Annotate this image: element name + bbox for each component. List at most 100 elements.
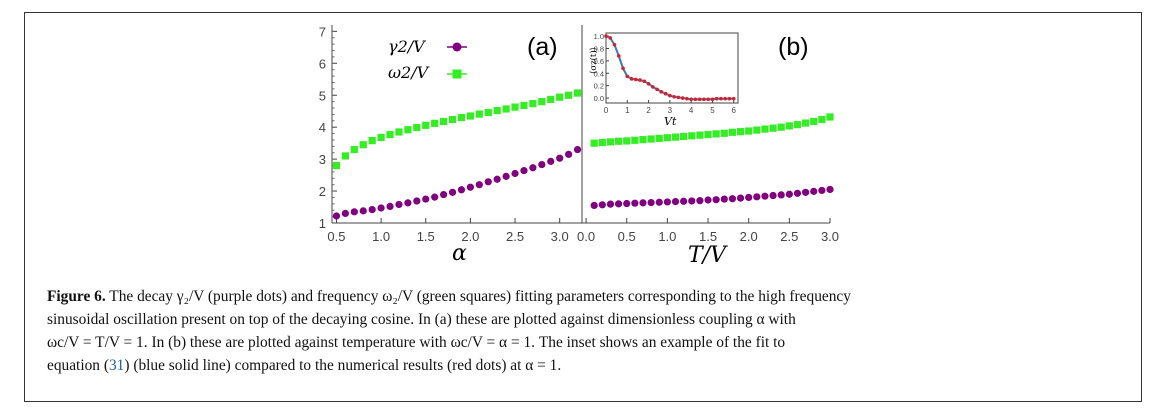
- gamma-data-point: [440, 190, 448, 199]
- y-tick-label: 6: [319, 56, 326, 71]
- gamma-data-point: [745, 193, 753, 202]
- gamma-data-point: [704, 196, 712, 204]
- inset-numeric-dot: [629, 77, 634, 81]
- y-tick-label: 7: [319, 24, 326, 39]
- omega-data-point: [745, 127, 753, 135]
- inset-numeric-dot: [680, 96, 685, 100]
- x-tick-label: 2.0: [461, 229, 479, 244]
- x-tick-label: 2.5: [780, 229, 798, 244]
- inset-y-tick-label: 1.0: [594, 32, 604, 41]
- omega-data-point: [663, 134, 671, 142]
- gamma-data-point: [475, 181, 483, 189]
- gamma-data-point: [606, 200, 615, 208]
- omega-data-point: [422, 121, 430, 129]
- inset-numeric-dot: [706, 97, 710, 102]
- omega-data-point: [639, 136, 647, 144]
- inset-plot: 0 1 2 3 4 5 6 0.0 0.2 0.4 0.6 0.8 1.0 ⟨σz(t)⟩ Vt: [588, 32, 739, 128]
- omega-data-point: [484, 108, 492, 117]
- panel-a-xlabel: α: [452, 241, 467, 266]
- gamma-data-point: [639, 199, 647, 207]
- gamma-data-point: [422, 195, 430, 203]
- omega-data-point: [590, 139, 598, 147]
- omega-data-point: [538, 98, 546, 106]
- gamma-data-point: [663, 198, 671, 206]
- inset-x-tick-label: 4: [689, 106, 694, 115]
- gamma-data-point: [631, 199, 639, 207]
- x-tick-label: 0.5: [327, 229, 345, 244]
- legend-omega-label: ω2/V: [388, 63, 430, 82]
- legend-omega-marker: [452, 69, 462, 79]
- omega-data-point: [598, 138, 606, 147]
- x-tick-label: 2.5: [506, 229, 524, 244]
- inset-numeric-dot: [685, 96, 689, 101]
- inset-numeric-dot: [727, 96, 732, 101]
- x-tick-label: 0.0: [577, 229, 595, 244]
- omega-data-point: [631, 136, 639, 144]
- panel-a: 1 2 3 4 5 6 7 0.5 1.0 1.5 2.0 2.5 3.0 (a) γ2/V ω2/V…: [319, 24, 582, 266]
- omega-data-point: [573, 89, 582, 97]
- omega-data-point: [736, 128, 745, 136]
- x-tick-label: 2.0: [740, 229, 758, 244]
- omega-data-point: [606, 138, 615, 146]
- omega-data-point: [493, 106, 501, 115]
- inset-numeric-dot: [693, 97, 698, 102]
- gamma-data-point: [671, 198, 680, 206]
- omega-data-point: [818, 115, 826, 124]
- figure-plot: 1 2 3 4 5 6 7 0.5 1.0 1.5 2.0 2.5 3.0 (a) γ2/V ω2/V…: [319, 24, 839, 268]
- inset-x-tick-label: 5: [710, 106, 715, 115]
- gamma-data-point: [547, 157, 555, 165]
- caption-line-2: sinusoidal oscillation present on top of…: [47, 311, 796, 328]
- x-tick-label: 1.0: [658, 229, 676, 244]
- gamma-data-point: [761, 192, 769, 200]
- omega-data-point: [404, 126, 412, 134]
- gamma-data-point: [736, 194, 745, 202]
- y-tick-label: 1: [319, 216, 326, 231]
- omega-data-point: [359, 141, 367, 149]
- inset-numeric-dot: [731, 96, 736, 101]
- inset-y-tick-label: 0.0: [594, 94, 604, 103]
- omega-data-point: [520, 101, 528, 110]
- y-tick-label: 4: [319, 120, 326, 135]
- gamma-data-point: [404, 199, 412, 207]
- caption-line-4: equation (31) (blue solid line) compared…: [47, 354, 1117, 377]
- omega-data-point: [623, 137, 631, 145]
- gamma-data-point: [810, 187, 818, 195]
- inset-numeric-dot: [676, 95, 681, 100]
- gamma-data-point: [696, 197, 704, 205]
- inset-x-tick-label: 1: [625, 106, 630, 115]
- panel-a-label: (a): [527, 33, 558, 61]
- inset-numeric-dot: [714, 96, 719, 101]
- inset-numeric-dot: [625, 74, 630, 79]
- omega-data-point: [655, 134, 663, 142]
- inset-numeric-dot: [642, 79, 647, 84]
- gamma-data-point: [511, 169, 519, 178]
- omega-data-point: [696, 131, 704, 139]
- omega-data-point: [547, 95, 555, 104]
- omega-data-point: [386, 130, 394, 139]
- gamma-data-point: [614, 200, 623, 208]
- caption-text-4b: ) (blue solid line) compared to the nume…: [124, 357, 562, 374]
- omega-data-point: [377, 133, 385, 142]
- equation-reference-link[interactable]: 31: [108, 357, 125, 374]
- gamma-data-point: [720, 195, 728, 203]
- omega-data-point: [395, 128, 403, 136]
- omega-data-point: [712, 130, 720, 138]
- inset-numeric-dot: [655, 87, 659, 92]
- gamma-data-point: [556, 154, 564, 162]
- gamma-data-point: [769, 191, 777, 200]
- gamma-data-point: [647, 198, 655, 207]
- gamma-data-point: [802, 188, 810, 196]
- inset-ylabel: ⟨σz(t)⟩: [588, 47, 599, 74]
- gamma-data-point: [377, 204, 385, 212]
- inset-numeric-dot: [702, 97, 706, 102]
- x-tick-label: 3.0: [821, 229, 839, 244]
- omega-data-point: [466, 112, 474, 120]
- gamma-data-point: [793, 189, 802, 197]
- gamma-data-point: [413, 197, 421, 205]
- caption-line-3: ωc/V = T/V = 1. In (b) these are plotted…: [47, 334, 786, 351]
- legend-gamma-label: γ2/V: [388, 37, 426, 56]
- x-tick-label: 3.0: [551, 229, 569, 244]
- y-tick-label: 3: [319, 152, 326, 167]
- inset-xlabel: Vt: [664, 115, 677, 128]
- inset-numeric-dot: [723, 96, 728, 101]
